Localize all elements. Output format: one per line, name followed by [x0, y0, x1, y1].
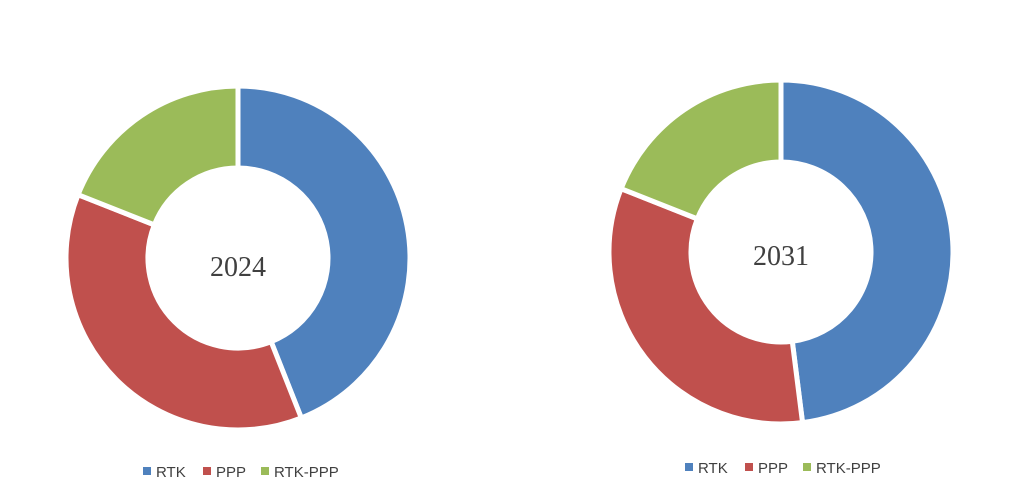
donut-2024-slice-rtk-ppp: [74, 83, 241, 229]
legend-2031-label-rtk-ppp: RTK-PPP: [816, 460, 881, 477]
legend-2024-swatch-rtk-ppp: [261, 467, 269, 475]
donut-chart-2031: 2031 RTK PPP RTK-PPP: [606, 77, 956, 477]
legend-2024-swatch-rtk: [143, 467, 151, 475]
legend-2031-swatch-rtk: [685, 463, 693, 471]
legend-2024-swatch-ppp: [203, 467, 211, 475]
legend-2024-label-rtk: RTK: [156, 464, 186, 481]
donut-2031-slices: [606, 77, 956, 427]
donut-2024-slice-ppp: [63, 191, 305, 433]
legend-2031: RTK PPP RTK-PPP: [685, 460, 881, 477]
donut-chart-2024: 2024 RTK PPP RTK-PPP: [63, 83, 413, 481]
donut-2024-slice-rtk: [235, 83, 413, 422]
legend-2024-label-rtk-ppp: RTK-PPP: [274, 464, 339, 481]
legend-2031-label-rtk: RTK: [698, 460, 728, 477]
donut-2024-slices: [63, 83, 413, 433]
legend-2024: RTK PPP RTK-PPP: [143, 464, 339, 481]
donut-2031-slice-rtk: [778, 77, 956, 426]
donut-2031-slice-ppp: [606, 185, 806, 427]
donut-2024-center-label: 2024: [210, 252, 266, 283]
legend-2031-label-ppp: PPP: [758, 460, 788, 477]
legend-2024-label-ppp: PPP: [216, 464, 246, 481]
donut-2031-slice-rtk-ppp: [617, 77, 784, 223]
donut-2031-center-label: 2031: [753, 241, 809, 272]
legend-2031-swatch-rtk-ppp: [803, 463, 811, 471]
legend-2031-swatch-ppp: [745, 463, 753, 471]
